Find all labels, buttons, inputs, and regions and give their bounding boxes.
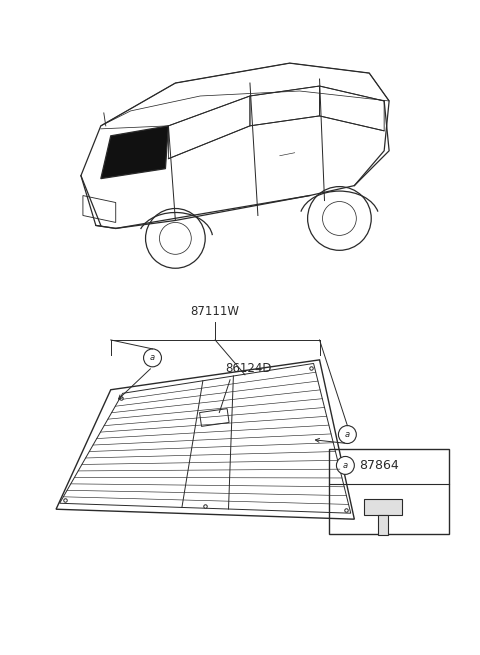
Polygon shape	[101, 126, 168, 179]
Circle shape	[336, 457, 354, 474]
Text: 87864: 87864	[360, 459, 399, 472]
Circle shape	[144, 349, 161, 367]
Text: 87111W: 87111W	[191, 305, 240, 318]
Polygon shape	[364, 498, 402, 515]
Text: a: a	[345, 430, 350, 439]
Polygon shape	[378, 515, 388, 534]
Text: a: a	[150, 353, 155, 362]
Text: a: a	[343, 461, 348, 470]
Text: 86124D: 86124D	[225, 362, 272, 375]
Circle shape	[338, 426, 356, 443]
